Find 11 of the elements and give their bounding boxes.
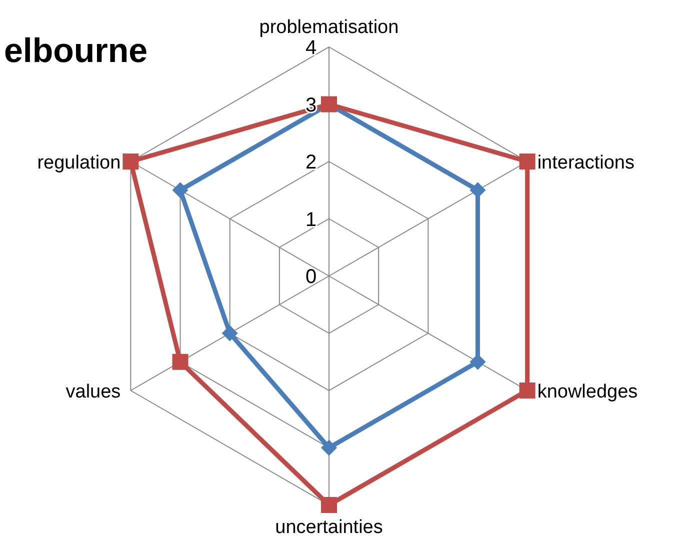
y-tick-label: 1 — [305, 208, 317, 231]
y-tick-label: 4 — [305, 37, 317, 59]
y-tick-label: 2 — [305, 152, 317, 174]
spoke-label: uncertainties — [275, 517, 383, 538]
y-tick-label: 0 — [305, 266, 317, 288]
spoke-label: knowledges — [537, 382, 638, 402]
spoke-label: values — [66, 382, 121, 402]
spoke-label: regulation — [37, 152, 121, 174]
chart-title: elbourne — [4, 32, 148, 70]
spoke-label: interactions — [537, 152, 634, 174]
spoke-label: problematisation — [259, 17, 399, 38]
